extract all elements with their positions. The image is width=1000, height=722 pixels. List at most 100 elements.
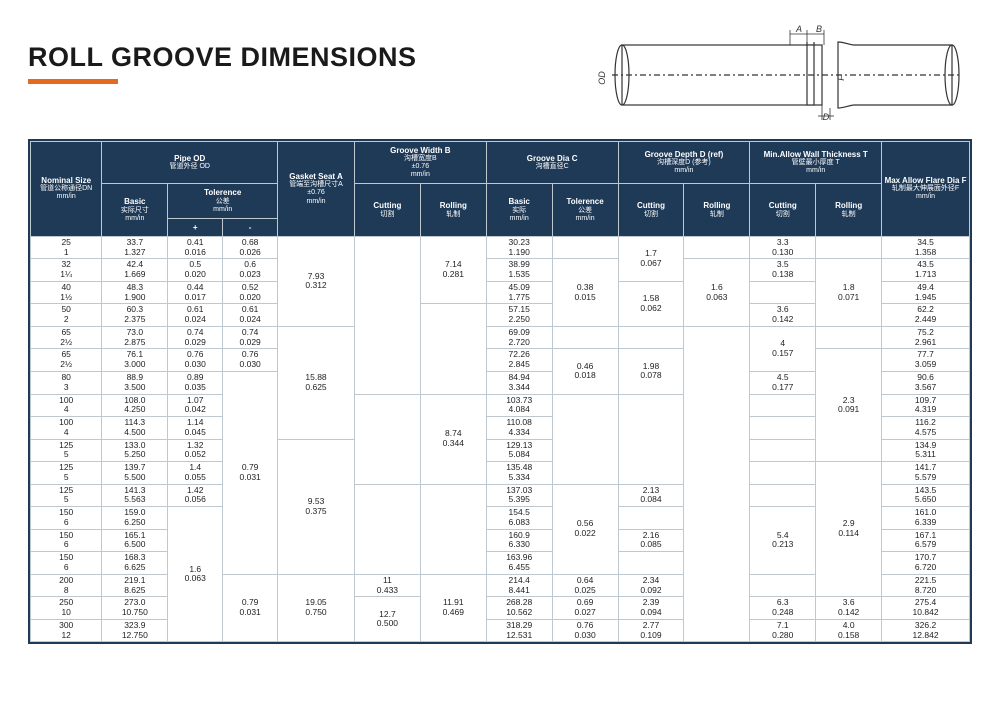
table-cell: 5.40.213	[750, 507, 816, 575]
page-title: ROLL GROOVE DIMENSIONS	[28, 42, 417, 73]
table-cell: 1.320.052	[168, 439, 223, 462]
table-cell: 7.140.281	[420, 236, 486, 304]
table-cell: 0.790.031	[223, 371, 278, 574]
table-cell: 326.212.842	[882, 619, 970, 642]
table-cell: 170.76.720	[882, 552, 970, 575]
table-cell: 90.63.567	[882, 371, 970, 394]
table-cell	[750, 281, 816, 304]
table-cell: 214.48.441	[486, 574, 552, 597]
table-cell: 167.16.579	[882, 529, 970, 552]
table-cell: 15.880.625	[278, 326, 355, 439]
table-cell: 1255	[31, 462, 102, 485]
table-cell: 129.135.084	[486, 439, 552, 462]
table-cell: 2.90.114	[816, 462, 882, 597]
table-cell: 4.00.158	[816, 619, 882, 642]
table-cell: 0.740.029	[168, 326, 223, 349]
table-cell: 1.40.055	[168, 462, 223, 485]
table-cell: 25010	[31, 597, 102, 620]
table-cell: 2.160.085	[618, 529, 684, 552]
table-cell: 1.60.063	[168, 507, 223, 642]
table-row: 1255139.75.5001.40.055135.485.3342.90.11…	[31, 462, 970, 485]
table-row: 321¼42.41.6690.50.0200.60.02338.991.5350…	[31, 259, 970, 282]
table-cell	[750, 484, 816, 507]
table-cell: 6.30.248	[750, 597, 816, 620]
table-cell	[354, 236, 420, 394]
table-cell: 0.790.031	[223, 574, 278, 642]
table-cell	[420, 304, 486, 394]
table-cell: 1506	[31, 507, 102, 530]
table-cell: 0.740.029	[223, 326, 278, 349]
table-cell: 103.734.084	[486, 394, 552, 417]
table-cell: 0.760.030	[168, 349, 223, 372]
table-cell: 0.890.035	[168, 371, 223, 394]
table-cell: 1255	[31, 484, 102, 507]
table-cell: 159.06.250	[102, 507, 168, 530]
table-cell: 134.95.311	[882, 439, 970, 462]
table-cell: 69.092.720	[486, 326, 552, 349]
table-row: 25133.71.3270.410.0160.680.0267.930.3127…	[31, 236, 970, 259]
table-cell: 160.96.330	[486, 529, 552, 552]
table-row: 652½73.02.8750.740.0290.740.02915.880.62…	[31, 326, 970, 349]
table-cell: 3.60.142	[816, 597, 882, 620]
table-cell	[750, 394, 816, 417]
table-cell: 502	[31, 304, 102, 327]
table-cell: 321¼	[31, 259, 102, 282]
table-cell: 0.560.022	[552, 484, 618, 574]
table-cell: 0.760.030	[552, 619, 618, 642]
table-cell: 1.580.062	[618, 281, 684, 326]
table-cell: 1.980.078	[618, 349, 684, 394]
table-cell	[750, 462, 816, 485]
table-header: Nominal Size管道公称通径DNmm/in Pipe OD管道外径 OD…	[31, 142, 970, 237]
table-cell: 221.58.720	[882, 574, 970, 597]
table-cell: 0.760.030	[223, 349, 278, 372]
table-cell: 154.56.083	[486, 507, 552, 530]
table-cell: 135.485.334	[486, 462, 552, 485]
table-cell: 49.41.945	[882, 281, 970, 304]
table-cell: 1.80.071	[816, 259, 882, 327]
table-cell	[552, 326, 618, 349]
table-cell: 1.420.056	[168, 484, 223, 507]
table-cell: 219.18.625	[102, 574, 168, 597]
table-cell: 4.50.177	[750, 371, 816, 394]
table-cell: 1.140.045	[168, 417, 223, 440]
table-cell: 168.36.625	[102, 552, 168, 575]
table-cell: 1.70.067	[618, 236, 684, 281]
table-cell	[618, 394, 684, 484]
table-cell: 43.51.713	[882, 259, 970, 282]
table-cell: 2.340.092	[618, 574, 684, 597]
groove-diagram: A B OD F D	[592, 20, 972, 125]
table-cell	[618, 552, 684, 575]
table-cell: 109.74.319	[882, 394, 970, 417]
table-cell: 72.262.845	[486, 349, 552, 372]
table-cell	[354, 484, 420, 574]
table-cell: 110.084.334	[486, 417, 552, 440]
table-cell	[816, 326, 882, 349]
table-cell: 38.991.535	[486, 259, 552, 282]
table-cell: 62.22.449	[882, 304, 970, 327]
table-cell: 84.943.344	[486, 371, 552, 394]
table-cell: 57.152.250	[486, 304, 552, 327]
table-cell: 652½	[31, 326, 102, 349]
table-cell: 652½	[31, 349, 102, 372]
table-row: 652½76.13.0000.760.0300.760.03072.262.84…	[31, 349, 970, 372]
table-cell: 401½	[31, 281, 102, 304]
table-cell: 141.75.579	[882, 462, 970, 485]
svg-text:D: D	[823, 112, 830, 122]
table-cell	[750, 439, 816, 462]
table-cell	[618, 326, 684, 349]
table-cell: 141.35.563	[102, 484, 168, 507]
table-cell: 0.410.016	[168, 236, 223, 259]
table-cell: 30.231.190	[486, 236, 552, 259]
table-cell: 1506	[31, 529, 102, 552]
svg-text:B: B	[816, 24, 822, 34]
table-cell: 161.06.339	[882, 507, 970, 530]
title-rule	[28, 79, 118, 84]
table-cell	[354, 394, 420, 484]
table-cell: 7.930.312	[278, 236, 355, 326]
table-cell: 114.34.500	[102, 417, 168, 440]
table-cell: 77.73.059	[882, 349, 970, 372]
table-cell: 2.770.109	[618, 619, 684, 642]
table-cell: 3.30.130	[750, 236, 816, 259]
table-cell: 7.10.280	[750, 619, 816, 642]
svg-text:F: F	[836, 75, 846, 81]
